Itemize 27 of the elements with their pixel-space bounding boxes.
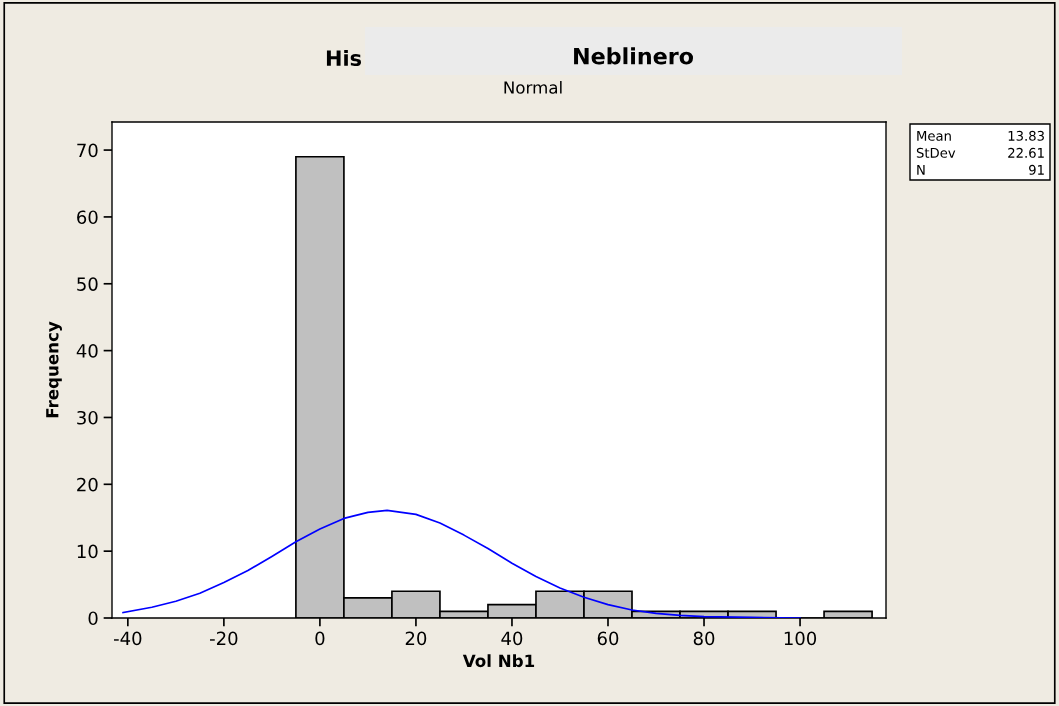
x-tick-label: 80 [693, 631, 715, 646]
chart-title: Neblinero [574, 47, 694, 65]
y-tick-label: 50 [77, 277, 98, 291]
chart-subtitle: Normal [504, 80, 562, 94]
y-tick-label: 20 [77, 477, 98, 492]
text: His [326, 49, 362, 67]
y-tick-label: 70 [77, 143, 98, 158]
x-tick-label: 0 [315, 631, 325, 646]
text: 22.61 [1008, 147, 1044, 158]
x-tick-label: 100 [784, 631, 817, 646]
x-tick-label: 20 [405, 631, 427, 646]
text: StDev [916, 147, 956, 158]
text: 91 [1029, 164, 1044, 175]
y-tick-label: 30 [77, 410, 98, 425]
x-tick-label: 40 [501, 631, 523, 646]
x-tick-label: -40 [113, 631, 142, 646]
text: 13.83 [1008, 130, 1044, 141]
y-tick-label: 60 [77, 210, 98, 225]
y-tick-label: 0 [88, 611, 98, 626]
x-tick-label: 60 [597, 631, 619, 646]
text: Mean [917, 131, 951, 141]
x-axis-title: Vol Nb1 [462, 654, 535, 668]
x-tick-label: -20 [210, 631, 238, 646]
text: N [917, 165, 925, 175]
y-tick-label: 40 [76, 344, 98, 358]
y-axis-title: Frequency [46, 321, 62, 418]
y-tick-label: 10 [77, 544, 98, 559]
